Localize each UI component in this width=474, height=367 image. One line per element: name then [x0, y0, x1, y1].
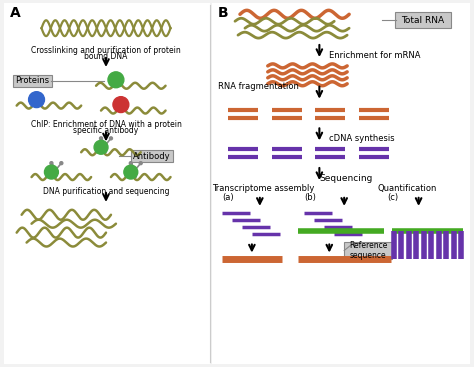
Circle shape	[28, 92, 45, 108]
Text: (b): (b)	[304, 193, 316, 202]
Circle shape	[109, 137, 112, 140]
Text: Quantification: Quantification	[377, 184, 437, 193]
Circle shape	[100, 137, 102, 140]
Text: (c): (c)	[387, 193, 398, 202]
Text: Total RNA: Total RNA	[401, 16, 445, 25]
Text: A: A	[10, 6, 20, 20]
Text: Crosslinking and purification of protein: Crosslinking and purification of protein	[31, 46, 181, 55]
Text: Transcriptome assembly: Transcriptome assembly	[211, 184, 314, 193]
Text: cDNA synthesis: cDNA synthesis	[329, 134, 395, 143]
Text: Enrichment for mRNA: Enrichment for mRNA	[329, 51, 421, 60]
Text: RNA fragmentation: RNA fragmentation	[218, 82, 299, 91]
FancyBboxPatch shape	[344, 242, 392, 259]
Text: Proteins: Proteins	[16, 76, 50, 85]
Circle shape	[45, 165, 58, 179]
Circle shape	[50, 162, 53, 165]
FancyBboxPatch shape	[13, 75, 52, 87]
Text: B: B	[218, 6, 229, 20]
FancyBboxPatch shape	[130, 150, 173, 163]
Text: ChIP: Enrichment of DNA with a protein: ChIP: Enrichment of DNA with a protein	[30, 120, 182, 130]
Text: DNA purification and sequencing: DNA purification and sequencing	[43, 187, 169, 196]
Text: Antibody: Antibody	[133, 152, 171, 161]
Text: bound DNA: bound DNA	[84, 52, 128, 61]
Circle shape	[108, 72, 124, 88]
Circle shape	[124, 165, 138, 179]
Circle shape	[139, 162, 142, 165]
FancyBboxPatch shape	[395, 12, 451, 29]
Circle shape	[60, 162, 63, 165]
Circle shape	[129, 162, 132, 165]
Text: specific antibody: specific antibody	[73, 127, 138, 135]
Bar	[212, 3, 470, 364]
Text: Reference
sequence: Reference sequence	[349, 241, 387, 260]
Circle shape	[113, 97, 129, 113]
Circle shape	[94, 140, 108, 154]
Text: Sequencing: Sequencing	[319, 174, 373, 183]
Bar	[4, 3, 210, 364]
Text: (a): (a)	[222, 193, 234, 202]
